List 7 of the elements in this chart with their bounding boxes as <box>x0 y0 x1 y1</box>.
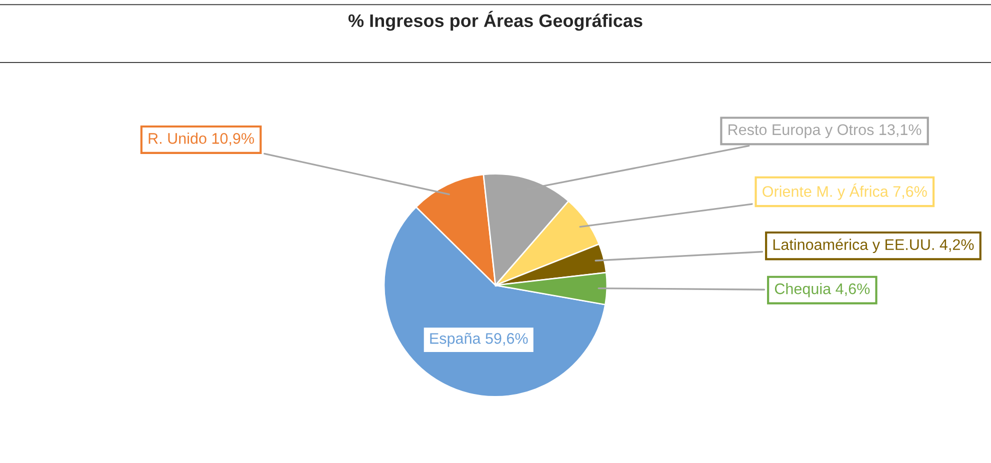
slice-label: Latinoamérica y EE.UU. 4,2% <box>773 238 974 254</box>
chart-title: % Ingresos por Áreas Geográficas <box>348 10 642 31</box>
slice-label: Chequia 4,6% <box>774 282 870 298</box>
slice-label: Oriente M. y África 7,6% <box>762 184 927 200</box>
slice-label: España 59,6% <box>430 332 528 347</box>
slice-label: Resto Europa y Otros 13,1% <box>728 124 922 138</box>
slice-label: R. Unido 10,9% <box>148 132 254 146</box>
